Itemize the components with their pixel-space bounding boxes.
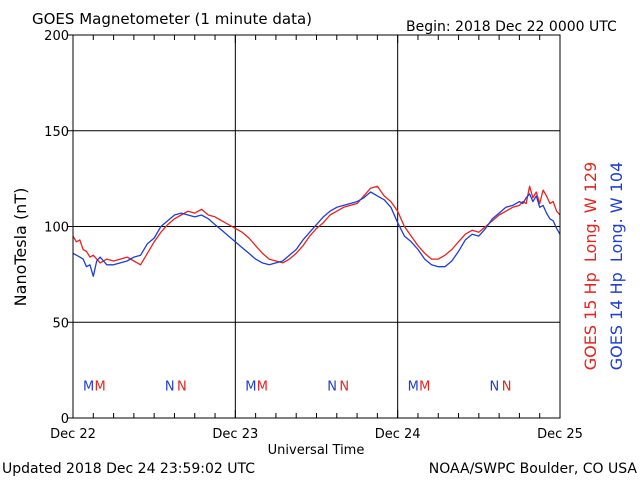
y-tick-label: 100: [44, 221, 69, 236]
legend-goes15: GOES 15 Hp Long. W 129: [581, 162, 600, 370]
marker-n: N: [165, 379, 175, 394]
series-line-goes14: [72, 191, 561, 277]
x-axis-label: Universal Time: [268, 443, 365, 458]
grid: [73, 35, 560, 418]
marker-n: N: [177, 379, 187, 394]
x-tick-label: Dec 23: [212, 427, 258, 442]
marker-n: N: [339, 379, 349, 394]
plot-frame: [72, 34, 561, 419]
y-tick-label: 50: [52, 316, 69, 331]
marker-m: M: [257, 379, 268, 394]
marker-m: M: [83, 379, 94, 394]
marker-m: M: [245, 379, 256, 394]
x-tick-label: Dec 24: [375, 427, 421, 442]
axes: 0 50 100 150 200 Dec 22 Dec 23 Dec 24 Dec 25: [44, 29, 583, 442]
x-tick-label: Dec 22: [50, 427, 96, 442]
y-tick-label: 200: [44, 29, 69, 44]
y-tick-label: 150: [44, 125, 69, 140]
marker-n: N: [327, 379, 337, 394]
x-tick-label: Dec 25: [537, 427, 583, 442]
series-line-goes15: [72, 185, 561, 266]
begin-time: Begin: 2018 Dec 22 0000 UTC: [406, 19, 617, 35]
legend-goes14: GOES 14 Hp Long. W 104: [607, 162, 626, 370]
chart-title: GOES Magnetometer (1 minute data): [32, 10, 312, 28]
marker-n: N: [490, 379, 500, 394]
y-axis-label: NanoTesla (nT): [11, 188, 30, 307]
series-group: [72, 185, 561, 277]
marker-m: M: [94, 379, 105, 394]
credit: NOAA/SWPC Boulder, CO USA: [429, 461, 638, 477]
marker-n: N: [502, 379, 512, 394]
updated-timestamp: Updated 2018 Dec 24 23:59:02 UTC: [2, 461, 255, 477]
y-tick-label: 0: [61, 412, 69, 427]
marker-m: M: [408, 379, 419, 394]
marker-m: M: [419, 379, 430, 394]
